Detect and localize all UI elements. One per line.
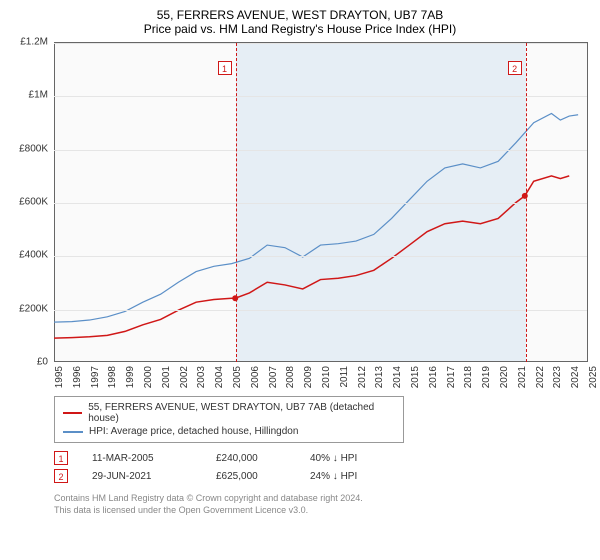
y-tick-label: £800K — [19, 143, 48, 154]
sale-diff: 24% ↓ HPI — [310, 471, 357, 482]
x-tick-label: 2010 — [321, 366, 332, 388]
legend-swatch — [63, 412, 82, 414]
y-axis: £0£200K£400K£600K£800K£1M£1.2M — [12, 42, 52, 362]
sale-row: 1 11-MAR-2005 £240,000 40% ↓ HPI — [54, 449, 588, 467]
x-tick-label: 2025 — [588, 366, 599, 388]
legend: 55, FERRERS AVENUE, WEST DRAYTON, UB7 7A… — [54, 396, 404, 443]
x-axis: 1995 1996 1997 1998 1999 2000 2001 2002 2003 2004… — [54, 362, 588, 392]
gridline — [54, 150, 587, 151]
y-tick-label: £200K — [19, 303, 48, 314]
x-tick-label: 2006 — [250, 366, 261, 388]
x-tick-label: 2012 — [357, 366, 368, 388]
x-tick-label: 2005 — [232, 366, 243, 388]
chart-area: £0£200K£400K£600K£800K£1M£1.2M 12 199519… — [12, 42, 588, 392]
sale-price: £240,000 — [216, 453, 286, 464]
x-tick-label: 2018 — [463, 366, 474, 388]
y-tick-label: £1M — [29, 90, 48, 101]
x-tick-label: 2022 — [535, 366, 546, 388]
x-tick-label: 2014 — [392, 366, 403, 388]
legend-label: HPI: Average price, detached house, Hill… — [89, 426, 298, 437]
x-tick-label: 2021 — [517, 366, 528, 388]
x-tick-label: 2003 — [196, 366, 207, 388]
sale-row: 2 29-JUN-2021 £625,000 24% ↓ HPI — [54, 467, 588, 485]
legend-item: HPI: Average price, detached house, Hill… — [63, 425, 395, 438]
titles: 55, FERRERS AVENUE, WEST DRAYTON, UB7 7A… — [12, 8, 588, 36]
marker-line — [236, 43, 237, 362]
legend-swatch — [63, 431, 83, 433]
gridline — [54, 310, 587, 311]
y-tick-label: £600K — [19, 197, 48, 208]
x-tick-label: 2024 — [570, 366, 581, 388]
x-tick-label: 2007 — [268, 366, 279, 388]
x-tick-label: 2008 — [285, 366, 296, 388]
gridline — [54, 203, 587, 204]
title-subtitle: Price paid vs. HM Land Registry's House … — [12, 22, 588, 36]
gridline — [54, 43, 587, 44]
sale-date: 11-MAR-2005 — [92, 453, 192, 464]
x-tick-label: 2017 — [446, 366, 457, 388]
y-tick-label: £400K — [19, 250, 48, 261]
legend-label: 55, FERRERS AVENUE, WEST DRAYTON, UB7 7A… — [88, 402, 395, 424]
sale-number: 2 — [54, 469, 68, 483]
marker-box: 1 — [218, 61, 232, 75]
marker-line — [526, 43, 527, 362]
chart-container: 55, FERRERS AVENUE, WEST DRAYTON, UB7 7A… — [0, 0, 600, 524]
x-tick-label: 2015 — [410, 366, 421, 388]
x-tick-label: 1996 — [72, 366, 83, 388]
legend-item: 55, FERRERS AVENUE, WEST DRAYTON, UB7 7A… — [63, 401, 395, 425]
x-tick-label: 2004 — [214, 366, 225, 388]
x-tick-label: 2011 — [339, 366, 350, 388]
x-tick-label: 2020 — [499, 366, 510, 388]
x-tick-label: 1998 — [107, 366, 118, 388]
sale-diff: 40% ↓ HPI — [310, 453, 357, 464]
x-tick-label: 2016 — [428, 366, 439, 388]
marker-box: 2 — [508, 61, 522, 75]
x-tick-label: 2000 — [143, 366, 154, 388]
gridline — [54, 96, 587, 97]
sale-price: £625,000 — [216, 471, 286, 482]
sale-number: 1 — [54, 451, 68, 465]
sale-date: 29-JUN-2021 — [92, 471, 192, 482]
y-tick-label: £0 — [37, 357, 48, 368]
x-tick-label: 1995 — [54, 366, 65, 388]
x-tick-label: 1999 — [125, 366, 136, 388]
x-tick-label: 2023 — [552, 366, 563, 388]
title-address: 55, FERRERS AVENUE, WEST DRAYTON, UB7 7A… — [12, 8, 588, 22]
footer-line2: This data is licensed under the Open Gov… — [54, 505, 588, 517]
x-tick-label: 2009 — [303, 366, 314, 388]
x-tick-label: 2019 — [481, 366, 492, 388]
footer-line1: Contains HM Land Registry data © Crown c… — [54, 493, 588, 505]
y-tick-label: £1.2M — [20, 37, 48, 48]
plot-area: 12 — [54, 42, 588, 362]
sales-table: 1 11-MAR-2005 £240,000 40% ↓ HPI 2 29-JUN-202… — [54, 449, 588, 485]
x-tick-label: 2002 — [179, 366, 190, 388]
footer: Contains HM Land Registry data © Crown c… — [54, 493, 588, 516]
gridline — [54, 256, 587, 257]
x-tick-label: 2013 — [374, 366, 385, 388]
x-tick-label: 2001 — [161, 366, 172, 388]
x-tick-label: 1997 — [90, 366, 101, 388]
